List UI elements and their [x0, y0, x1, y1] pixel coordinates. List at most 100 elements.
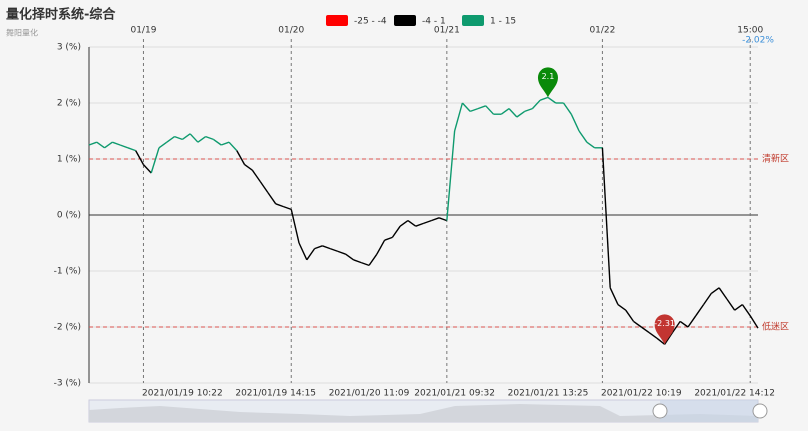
chart-subtitle: 舞阳量化 [6, 28, 38, 38]
legend-swatch[interactable] [462, 15, 484, 26]
line-segment [702, 293, 712, 305]
line-segment [423, 219, 432, 225]
line-segment [508, 108, 518, 118]
line-segment [562, 102, 572, 115]
line-segment [337, 250, 346, 255]
line-segment [718, 287, 728, 300]
legend-label[interactable]: -4 - 1 [422, 17, 446, 27]
line-segment [656, 337, 666, 345]
line-segment [415, 222, 424, 227]
zoom-preview [89, 404, 758, 422]
legend-label[interactable]: 1 - 15 [490, 17, 516, 27]
top-label: 15:00 [737, 26, 763, 36]
line-segment [640, 326, 650, 334]
line-segment [275, 203, 284, 208]
line-segment [516, 110, 526, 118]
line-segment [726, 298, 736, 311]
line-segment [625, 309, 635, 322]
line-segment [251, 169, 261, 182]
line-segment [298, 242, 308, 261]
line-segment [438, 217, 448, 222]
line-segment [236, 150, 246, 165]
line-segment [539, 96, 549, 101]
line-segment [267, 192, 277, 205]
line-segment [679, 320, 689, 328]
line-segment [353, 259, 362, 264]
line-segment [158, 141, 168, 149]
line-segment [345, 253, 354, 261]
y-tick-label: 0 (%) [57, 211, 81, 221]
y-tick-label: 3 (%) [57, 43, 81, 53]
line-segment [453, 102, 464, 132]
line-segment [181, 133, 191, 140]
line-segment [749, 315, 759, 329]
line-segment [570, 113, 580, 132]
line-segment [586, 141, 596, 149]
x-tick-label: 2021/01/19 10:22 [142, 389, 223, 399]
zoom-window[interactable] [660, 400, 758, 422]
x-tick-label: 2021/01/21 13:25 [508, 389, 589, 399]
line-segment [547, 96, 557, 104]
data-zoom[interactable] [88, 399, 768, 423]
zoom-handle[interactable] [752, 403, 768, 419]
y-tick-label: -1 (%) [54, 267, 81, 277]
zoom-handle[interactable] [652, 403, 668, 419]
line-segment [197, 136, 207, 143]
top-label: 01/19 [130, 26, 156, 36]
line-segment [500, 108, 510, 115]
line-segment [407, 220, 417, 227]
line-segment [734, 304, 743, 311]
line-segment [671, 321, 681, 333]
line-segment [461, 102, 471, 112]
line-segment [664, 332, 674, 345]
line-segment [329, 247, 339, 253]
line-segment [485, 105, 495, 115]
line-segment [221, 141, 230, 146]
line-segment [96, 141, 105, 149]
line-segment [469, 107, 479, 113]
line-segment [578, 130, 588, 143]
y-tick-label: 1 (%) [57, 155, 81, 165]
line-segment [601, 147, 611, 288]
line-segment [368, 253, 378, 266]
y-tick-label: -3 (%) [54, 379, 81, 389]
x-tick-label: 2021/01/19 14:15 [235, 389, 316, 399]
mark-point [654, 314, 675, 345]
line-segment [290, 209, 300, 244]
x-tick-label: 2021/01/22 10:19 [601, 389, 682, 399]
line-segment [609, 287, 619, 305]
line-segment [142, 164, 152, 174]
line-segment [695, 304, 705, 317]
legend-swatch[interactable] [326, 15, 348, 26]
line-segment [244, 164, 253, 171]
line-segment [431, 217, 440, 222]
mark-point-label: 2.1 [542, 72, 555, 81]
legend-label[interactable]: -25 - -4 [354, 17, 387, 27]
line-segment [127, 147, 136, 152]
top-label: 01/21 [434, 26, 460, 36]
line-segment [228, 141, 238, 152]
legend-swatch[interactable] [394, 15, 416, 26]
line-segment [361, 261, 370, 267]
line-segment [399, 220, 409, 227]
line-segment [376, 239, 386, 255]
line-segment [446, 130, 456, 221]
y-tick-label: -2 (%) [54, 323, 81, 333]
line-segment [633, 320, 642, 328]
line-segment [88, 141, 98, 146]
line-segment [166, 136, 175, 143]
line-segment [112, 141, 121, 146]
line-segment [384, 236, 393, 241]
mark-line-label: 清新区 [762, 153, 789, 165]
line-segment [119, 144, 129, 149]
y-tick-label: 2 (%) [57, 99, 81, 109]
line-segment [259, 181, 269, 193]
line-segment [617, 304, 627, 311]
line-segment [648, 332, 658, 339]
line-segment [283, 205, 292, 211]
line-segment [477, 105, 486, 110]
line-segment [174, 135, 183, 141]
last-value-label: -2.02% [742, 36, 774, 46]
